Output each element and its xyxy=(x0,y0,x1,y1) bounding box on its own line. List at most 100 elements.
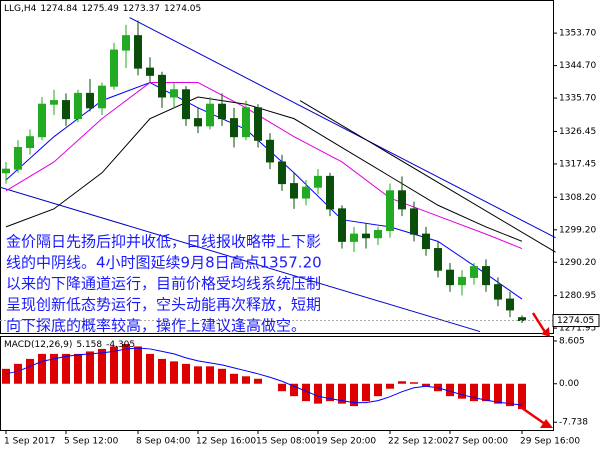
macd-bar xyxy=(254,378,262,384)
macd-header: MACD(12,26,9) 5.158 -4.305 xyxy=(4,340,135,350)
macd-bar xyxy=(242,376,250,384)
price-panel xyxy=(0,0,554,334)
candle-body xyxy=(170,89,178,98)
candle-body xyxy=(2,168,10,174)
macd-bar xyxy=(2,368,10,384)
candle-body xyxy=(482,266,490,286)
macd-bar xyxy=(338,383,346,404)
price-label: 1274.05 xyxy=(557,316,594,326)
macd-title: MACD(12,26,9) xyxy=(4,340,72,350)
macd-bar xyxy=(302,383,310,402)
candle-body xyxy=(194,118,202,127)
x-tick-label: 27 Sep 00:00 xyxy=(448,437,508,447)
macd-bar xyxy=(314,383,322,404)
header-high: 1275.49 xyxy=(82,4,119,14)
y-tick-label: 1290.20 xyxy=(559,258,596,268)
macd-bar xyxy=(350,383,358,407)
candle-body xyxy=(62,100,70,120)
candle-body xyxy=(218,103,226,120)
candle-body xyxy=(362,233,370,239)
x-tick-label: 5 Sep 12:00 xyxy=(64,437,119,447)
header-close: 1274.05 xyxy=(164,4,201,14)
x-tick-label: 1 Sep 2017 xyxy=(4,437,55,447)
arrow-head xyxy=(540,419,553,428)
candle-body xyxy=(182,89,190,120)
symbol: LLG,H4 xyxy=(4,4,37,14)
x-tick-label: 8 Sep 04:00 xyxy=(136,437,191,447)
macd-bar xyxy=(62,353,70,384)
candle-body xyxy=(446,269,454,286)
y-tick-label: 8.605 xyxy=(559,336,585,346)
macd-bar xyxy=(194,366,202,384)
arrow xyxy=(531,312,547,333)
macd-value: 5.158 xyxy=(76,340,102,350)
macd-bar xyxy=(158,358,166,384)
x-tick-label: 29 Sep 16:00 xyxy=(520,437,580,447)
candle-body xyxy=(146,67,154,76)
candle-body xyxy=(470,266,478,278)
candle-body xyxy=(458,276,466,286)
macd-bar xyxy=(494,383,502,404)
arrow xyxy=(521,406,546,426)
header-open: 1274.84 xyxy=(40,4,77,14)
candle-body xyxy=(422,233,430,250)
candle-body xyxy=(50,100,58,105)
candle-body xyxy=(494,284,502,300)
y-tick-label: 1335.70 xyxy=(559,94,596,104)
x-tick-label: 22 Sep 12:00 xyxy=(388,437,448,447)
candle-body xyxy=(110,49,118,87)
macd-bar xyxy=(26,358,34,384)
candle-body xyxy=(242,107,250,138)
candle-body xyxy=(350,233,358,242)
macd-bar xyxy=(290,383,298,397)
candle-body xyxy=(290,183,298,199)
candle-body xyxy=(134,35,142,69)
macd-bar xyxy=(230,373,238,384)
candle-body xyxy=(314,175,322,188)
macd-bar xyxy=(38,353,46,384)
macd-panel xyxy=(0,336,554,431)
price-label-box xyxy=(552,314,600,328)
x-tick-label: 12 Sep 16:00 xyxy=(196,437,256,447)
y-tick-label: 1299.20 xyxy=(559,225,596,235)
macd-bar xyxy=(218,368,226,384)
y-tick-label: 1353.70 xyxy=(559,29,596,39)
candle-body xyxy=(26,136,34,149)
candle-body xyxy=(122,35,130,51)
candle-body xyxy=(38,103,46,138)
candle-body xyxy=(266,139,274,163)
signal-value: -4.305 xyxy=(106,340,135,350)
macd-bar xyxy=(14,363,22,384)
candle-body xyxy=(506,298,514,311)
candle-body xyxy=(206,103,214,127)
annotation-line: 向下探底的概率较高，操作上建议逢高做空。 xyxy=(6,317,306,335)
signal-line xyxy=(5,347,523,406)
macd-bar xyxy=(206,366,214,384)
macd-bar xyxy=(410,382,418,384)
y-tick-label: 1344.70 xyxy=(559,61,596,71)
y-tick-label: 1280.95 xyxy=(559,291,596,301)
macd-bar xyxy=(506,383,514,407)
candle-body xyxy=(434,248,442,271)
annotation-line: 金价隔日先扬后抑并收低，日线报收略带上下影 xyxy=(6,233,321,251)
macd-bar xyxy=(278,383,286,392)
macd-bar xyxy=(326,383,334,402)
candle-body xyxy=(398,190,406,210)
candle-body xyxy=(386,190,394,232)
trend-line xyxy=(129,17,556,239)
annotation-line: 呈现创新低态势运行，空头动能再次释放，短期 xyxy=(6,296,321,314)
candle-body xyxy=(326,175,334,210)
x-tick-label: 15 Sep 08:00 xyxy=(256,437,316,447)
macd-bar xyxy=(458,383,466,399)
macd-bar xyxy=(134,346,142,384)
macd-bar xyxy=(386,383,394,389)
macd-bar xyxy=(470,383,478,402)
x-tick-label: 19 Sep 20:00 xyxy=(316,437,376,447)
candle-body xyxy=(230,118,238,138)
candle-body xyxy=(302,186,310,199)
candle-body xyxy=(338,208,346,242)
moving-average xyxy=(5,82,523,250)
macd-bar xyxy=(86,351,94,384)
macd-bar xyxy=(170,361,178,384)
